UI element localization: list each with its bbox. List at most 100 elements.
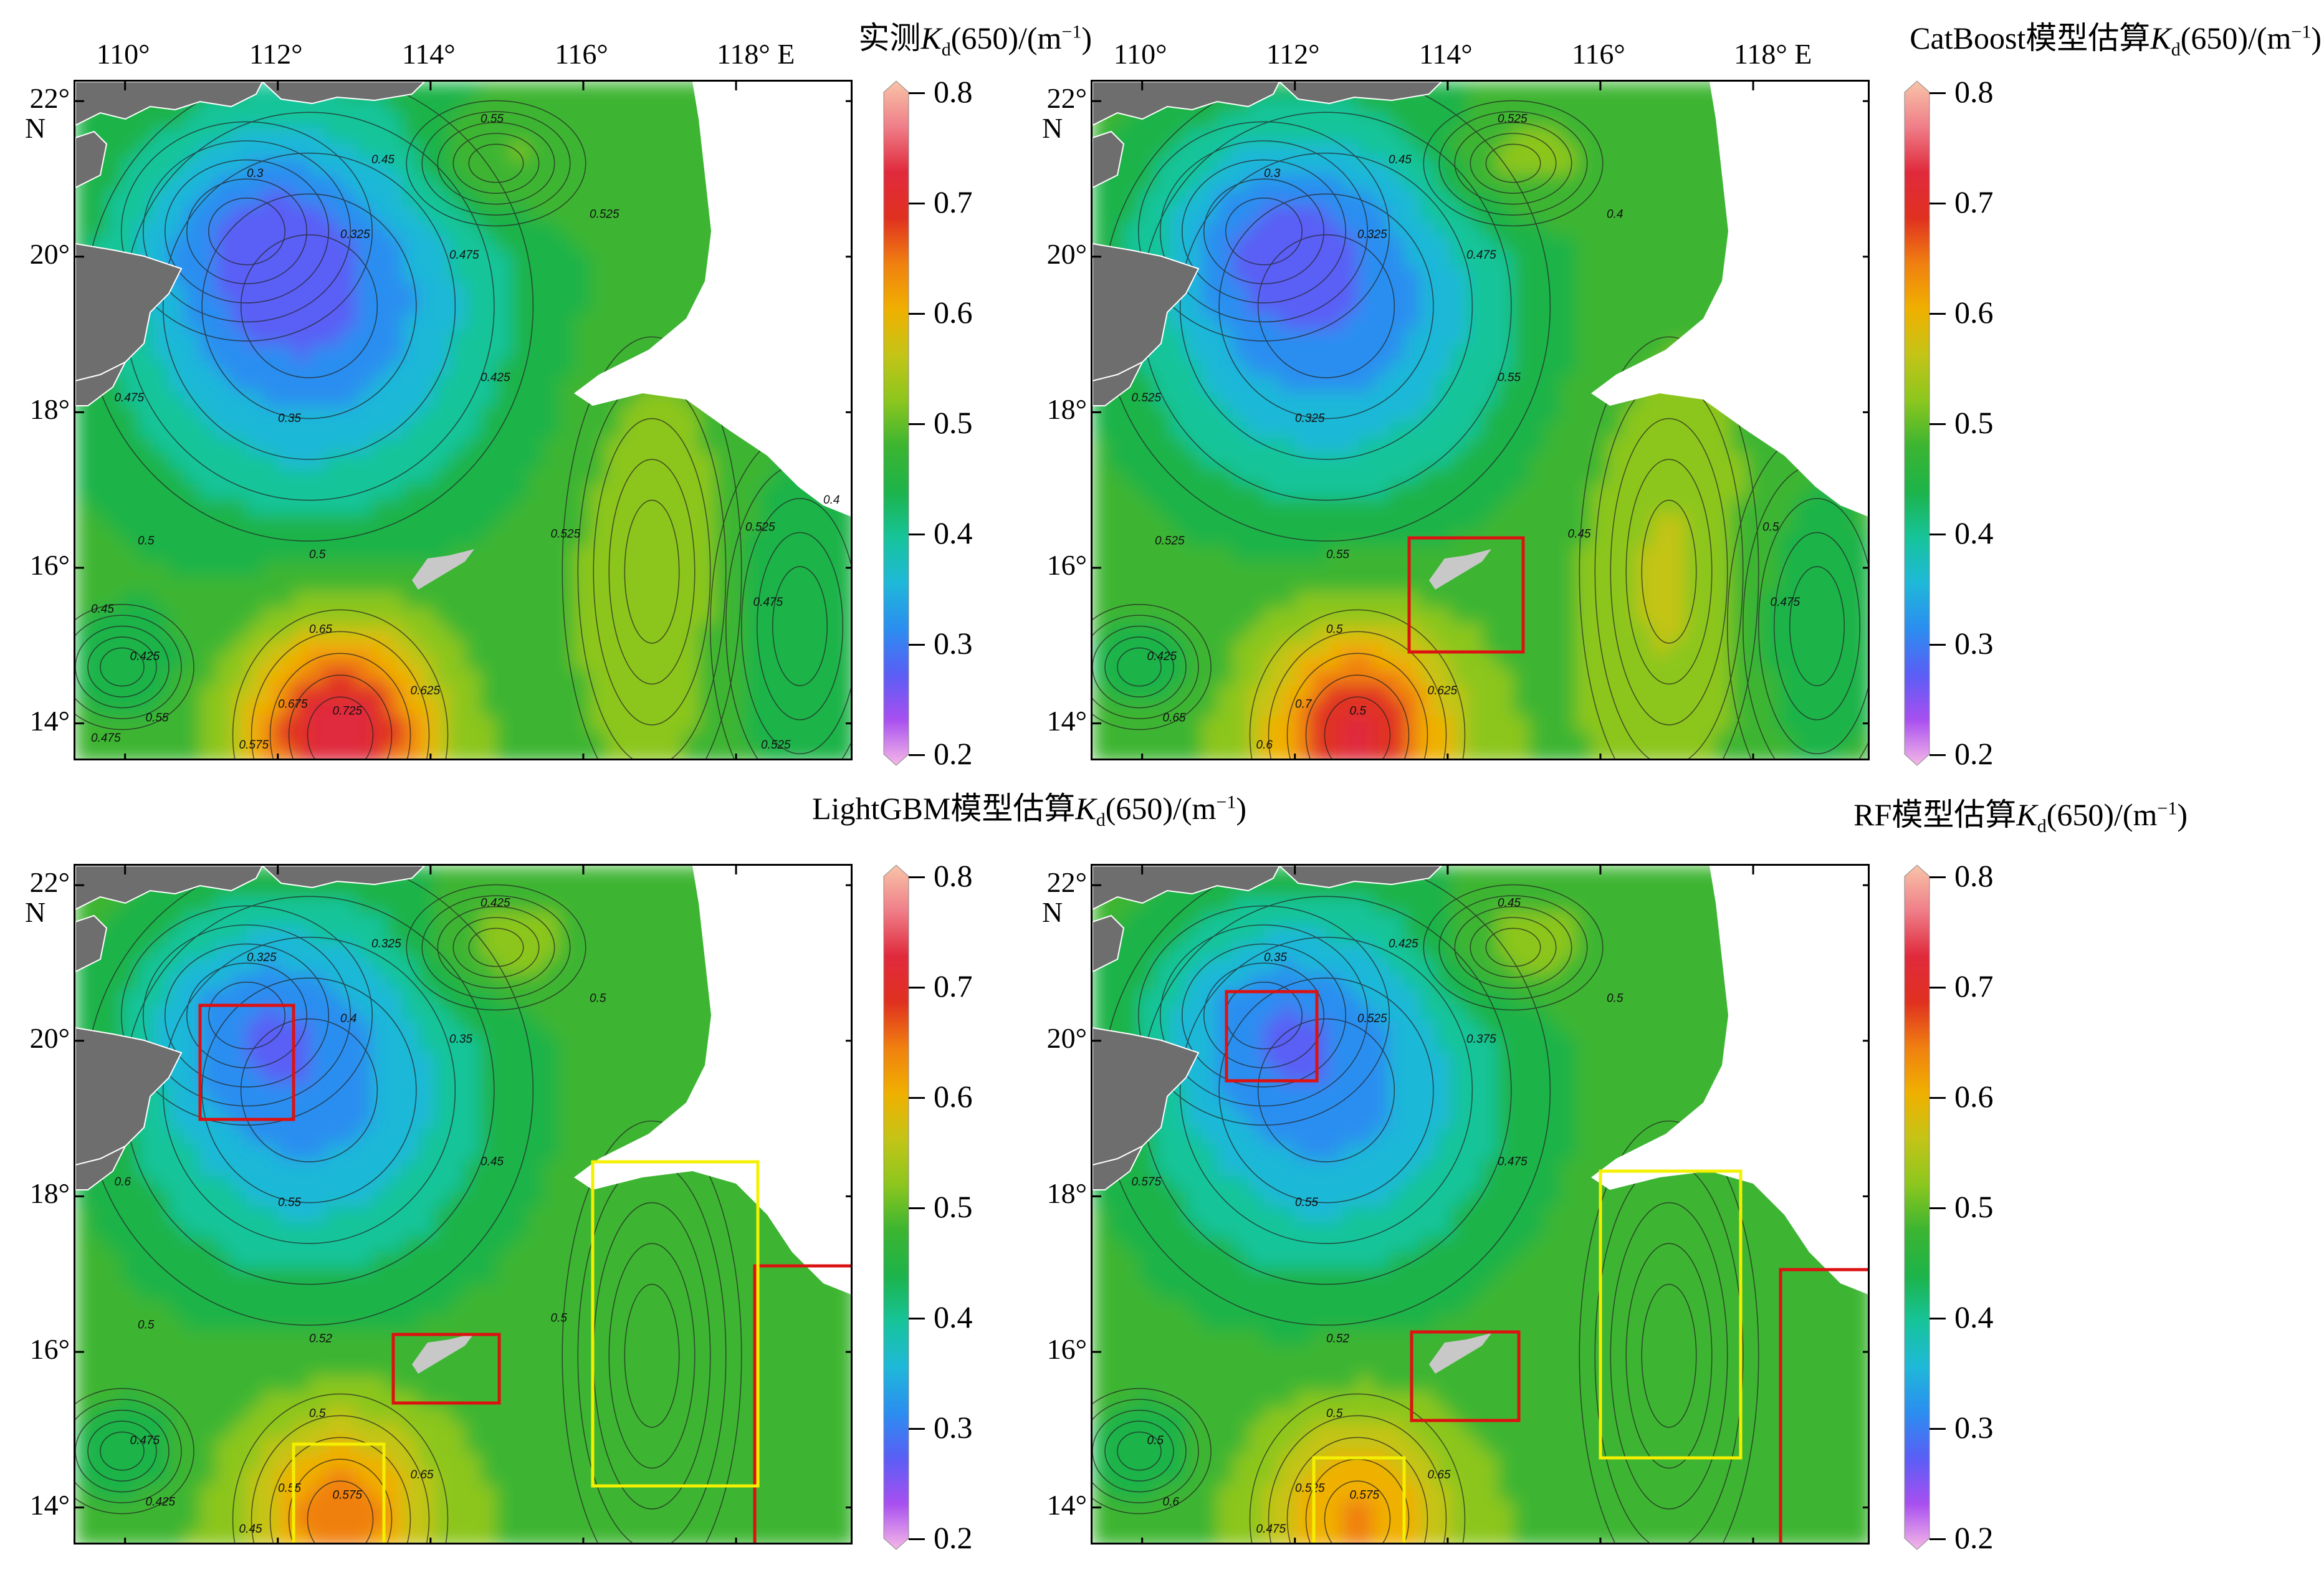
map-frame: 0.3 0.325 0.35 0.45 0.475 0.425 0.55 0.525 0.5 0.… (74, 80, 853, 760)
contour-label: 0.5 (309, 1407, 326, 1420)
colorbar-tick-label: 0.7 (934, 969, 973, 1003)
lon-tick-label: 110° (1113, 38, 1167, 70)
land-area (75, 82, 264, 127)
colorbar-tick (909, 644, 925, 646)
colorbar-tick-label: 0.5 (1954, 1189, 1994, 1224)
colorbar-tick (909, 1538, 925, 1540)
title-variable: K (1075, 791, 1096, 826)
contour-label: 0.4 (823, 494, 839, 507)
colorbar-tick-label: 0.5 (1954, 405, 1994, 440)
contour-label: 0.375 (1466, 1033, 1496, 1046)
no-data-region (1591, 82, 1868, 517)
contour-label: 0.475 (753, 596, 783, 609)
colorbar-tick-label: 0.7 (934, 184, 973, 219)
colorbar-tick-label: 0.4 (934, 515, 973, 550)
contour-label: 0.5 (309, 548, 326, 561)
contour-label: 0.525 (1295, 1482, 1325, 1495)
lon-tick-label: 116° (1572, 38, 1625, 70)
land-area (75, 914, 108, 973)
title-subscript: d (1096, 810, 1106, 830)
contour-label: 0.45 (481, 1155, 504, 1168)
colorbar (1900, 864, 1937, 1560)
colorbar-tick-label: 0.6 (934, 295, 973, 330)
title-variable: K (921, 21, 942, 55)
contour-label: 0.55 (146, 711, 169, 724)
colorbar-tick-label: 0.6 (1954, 1079, 1994, 1114)
contour-label: 0.5 (1350, 705, 1367, 718)
land-area (1278, 866, 1443, 889)
contour-label: 0.475 (449, 249, 479, 262)
land-area (75, 1144, 127, 1190)
lon-tick-label: 110° (96, 38, 150, 70)
lat-tick-label: 22° (1046, 82, 1087, 115)
lat-tick-label: 16° (1046, 549, 1087, 581)
title-superscript: −1 (2157, 798, 2178, 819)
lat-tick-label: 22° (29, 866, 70, 899)
contour-label: 0.525 (1357, 1012, 1387, 1025)
colorbar-tick (1929, 203, 1946, 204)
colorbar-tick (1929, 644, 1946, 646)
contour-label: 0.475 (91, 732, 121, 745)
contour-label: 0.575 (1132, 1176, 1162, 1189)
land-area (75, 360, 127, 406)
contour-label: 0.5 (590, 992, 606, 1005)
colorbar-tick (909, 1097, 925, 1099)
colorbar-gradient (1904, 80, 1930, 766)
contour-label: 0.325 (1357, 228, 1387, 241)
panel-title: LightGBM模型估算Kd(650)/(m−1) (812, 793, 1246, 830)
title-unit: (650)/(m (950, 21, 1062, 55)
colorbar-tick (909, 1428, 925, 1430)
colorbar-tick-label: 0.4 (934, 1300, 973, 1334)
contour-label: 0.6 (1163, 1495, 1180, 1508)
contour-label: 0.65 (411, 1468, 434, 1482)
map-canvas: 0.3 0.325 0.35 0.45 0.475 0.425 0.55 0.525 0.5 0.… (75, 82, 851, 759)
contour-label: 0.725 (333, 705, 363, 718)
contour-label: 0.475 (115, 391, 145, 405)
contour-label: 0.35 (449, 1033, 472, 1046)
contour-label: 0.425 (481, 897, 510, 910)
colorbar-tick-label: 0.3 (934, 626, 973, 661)
colorbar (879, 80, 916, 776)
lat-tick-label: 20° (1046, 237, 1087, 270)
colorbar-tick (909, 1207, 925, 1209)
contour-label: 0.52 (309, 1332, 332, 1345)
colorbar-tick-label: 0.5 (934, 405, 973, 440)
contour-label: 0.3 (1264, 167, 1281, 180)
no-data-region (574, 82, 851, 517)
colorbar-tick-label: 0.8 (934, 74, 973, 109)
contour-label: 0.5 (138, 1319, 155, 1332)
contour-label: 0.55 (278, 1482, 301, 1495)
lat-tick-label: 18° (29, 393, 70, 426)
title-close: ) (2177, 797, 2188, 832)
map-frame: 0.35 0.525 0.55 0.425 0.375 0.475 0.45 0.5 0.52 0… (1091, 864, 1870, 1545)
colorbar-tick-label: 0.8 (1954, 74, 1994, 109)
title-superscript: −1 (1061, 21, 1082, 42)
title-variable: K (2150, 21, 2171, 55)
colorbar-tick-label: 0.8 (1954, 858, 1994, 893)
title-superscript: −1 (1216, 792, 1236, 813)
contour-label: 0.325 (1295, 412, 1325, 425)
lat-unit-label: N (25, 112, 46, 145)
contour-label: 0.525 (745, 521, 775, 534)
contour-label: 0.425 (1389, 937, 1418, 951)
yellow-highlight-box (591, 1160, 760, 1488)
contour-label: 0.425 (1147, 650, 1177, 663)
lon-tick-label: 116° (555, 38, 608, 70)
colorbar-tick-label: 0.3 (1954, 626, 1994, 661)
lat-tick-label: 14° (1046, 704, 1087, 737)
map-frame: 0.325 0.4 0.55 0.325 0.35 0.45 0.425 0.5 0.52 0.5… (74, 864, 853, 1545)
colorbar-tick (1929, 876, 1946, 878)
yellow-highlight-box (1599, 1169, 1743, 1460)
lat-tick-label: 16° (29, 1333, 70, 1365)
colorbar-tick-label: 0.8 (934, 858, 973, 893)
island (1429, 549, 1491, 590)
contour-label: 0.525 (551, 528, 581, 541)
contour-label: 0.45 (1389, 153, 1412, 166)
lat-unit-label: N (1042, 896, 1063, 929)
contour-label: 0.5 (1607, 992, 1623, 1005)
lat-tick-label: 18° (1046, 1177, 1087, 1210)
contour-label: 0.35 (278, 412, 301, 425)
land-area (261, 866, 426, 889)
island (412, 549, 474, 590)
colorbar-tick-label: 0.3 (934, 1410, 973, 1445)
